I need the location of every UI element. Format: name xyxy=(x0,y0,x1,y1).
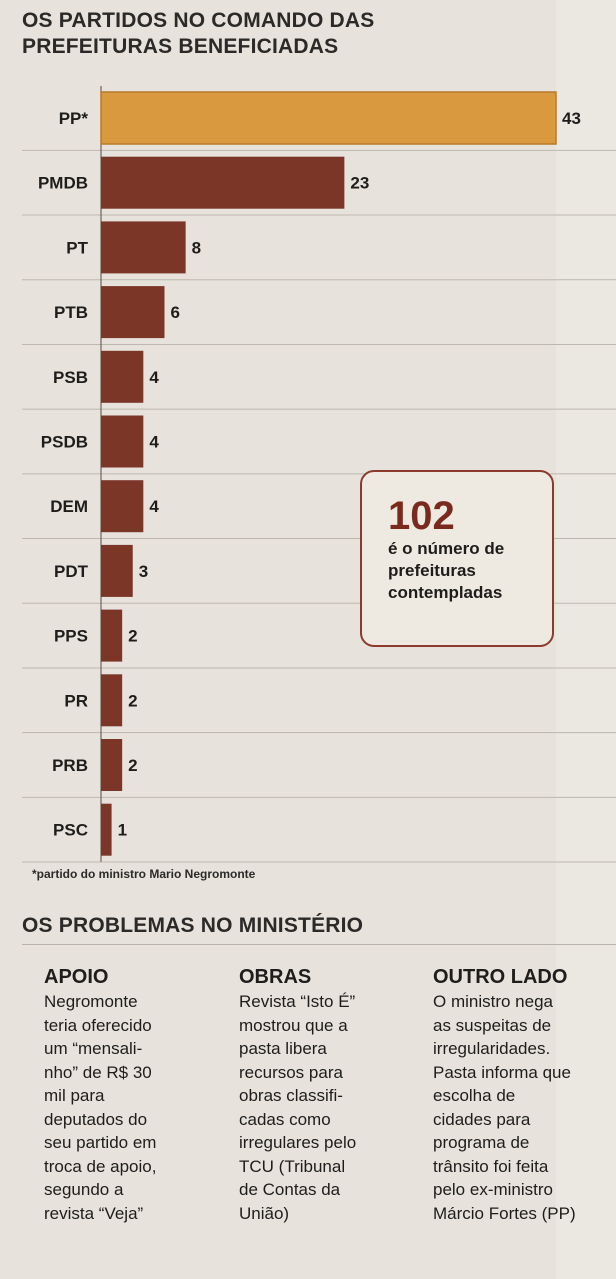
column-body: Revista “Isto É” mostrou que a pasta lib… xyxy=(239,990,419,1225)
callout-text: é o número de prefeituras contempladas xyxy=(388,539,505,602)
text-line: pasta libera xyxy=(239,1039,327,1058)
text-line: irregulares pelo xyxy=(239,1133,357,1152)
text-line: recursos para xyxy=(239,1062,343,1082)
column-outro-lado: OUTRO LADO O ministro nega as suspeitas … xyxy=(433,964,613,1225)
value-label: 2 xyxy=(128,627,137,646)
column-apoio: APOIO Negromonte teria oferecido um “men… xyxy=(44,964,224,1225)
callout-number: 102 xyxy=(388,494,455,538)
category-label: PR xyxy=(64,691,88,710)
text-line: um “mensali- xyxy=(44,1039,143,1058)
bar-prb xyxy=(101,739,123,791)
text-line: revista “Veja” xyxy=(44,1203,144,1223)
category-label: PDT xyxy=(54,562,89,581)
text-line: programa de xyxy=(433,1133,530,1152)
category-label: PRB xyxy=(52,756,88,775)
column-body: O ministro nega as suspeitas de irregula… xyxy=(433,990,613,1225)
value-label: 23 xyxy=(350,174,369,193)
value-label: 4 xyxy=(149,368,159,387)
bar-psdb xyxy=(101,415,144,468)
text-line: Revista “Isto É” xyxy=(239,992,356,1011)
text-line: Negromonte xyxy=(44,992,138,1011)
text-line: Márcio Fortes (PP) xyxy=(433,1203,576,1223)
bar-pp-highlight xyxy=(100,91,557,145)
bar-chart: PP* 43 PMDB 23 PT 8 PTB 6 PSB 4 PSDB 4 DEM 4 PDT 3 PPS 2 P… xyxy=(22,86,616,863)
text-line: deputados do xyxy=(44,1109,148,1129)
text-line: segundo a xyxy=(44,1180,124,1199)
newsprint-background xyxy=(556,0,616,1279)
bar-pr xyxy=(101,674,123,727)
bar-pdt xyxy=(101,544,133,597)
column-obras: OBRAS Revista “Isto É” mostrou que a pas… xyxy=(239,964,419,1225)
text-line: TCU (Tribunal xyxy=(239,1156,346,1176)
text-line: troca de apoio, xyxy=(44,1156,157,1176)
bar-pps xyxy=(101,609,123,662)
text-line: cadas como xyxy=(239,1109,331,1129)
value-label: 3 xyxy=(139,562,148,581)
category-label: PSC xyxy=(53,821,88,840)
category-label: PSDB xyxy=(41,433,88,452)
section-divider xyxy=(22,944,616,945)
column-heading: OBRAS xyxy=(239,966,312,988)
text-line: seu partido em xyxy=(44,1133,157,1152)
total-callout: 102 é o número de prefeituras contemplad… xyxy=(360,470,554,647)
text-line: pelo ex-ministro xyxy=(433,1180,553,1199)
text-line: Pasta informa que xyxy=(433,1062,571,1082)
text-line: escolha de xyxy=(433,1086,516,1105)
text-line: teria oferecido xyxy=(44,1015,152,1035)
bar-psb xyxy=(101,350,144,403)
value-label: 4 xyxy=(149,433,159,452)
chart-title: OS PARTIDOS NO COMANDO DAS PREFEITURAS B… xyxy=(22,9,375,58)
bar-ptb xyxy=(101,286,165,339)
text-line: União) xyxy=(239,1203,290,1223)
category-label: DEM xyxy=(50,497,88,516)
text-line: obras classifi- xyxy=(239,1086,343,1105)
value-label: 43 xyxy=(562,109,581,128)
value-label: 4 xyxy=(149,497,159,516)
value-label: 6 xyxy=(170,303,179,322)
category-label: PP* xyxy=(59,109,89,128)
text-line: nho” de R$ 30 xyxy=(44,1062,152,1082)
text-line: trânsito foi feita xyxy=(433,1156,549,1176)
text-line: O ministro nega xyxy=(433,992,553,1011)
column-heading: OUTRO LADO xyxy=(433,966,568,988)
text-line: de Contas da xyxy=(239,1180,341,1199)
section-title: OS PROBLEMAS NO MINISTÉRIO xyxy=(22,914,364,937)
column-heading: APOIO xyxy=(44,966,109,988)
value-label: 8 xyxy=(192,238,201,257)
text-line: mil para xyxy=(44,1086,105,1105)
bar-psc xyxy=(101,803,112,856)
text-line: mostrou que a xyxy=(239,1015,348,1035)
text-line: irregularidades. xyxy=(433,1039,551,1058)
text-line: cidades para xyxy=(433,1109,531,1129)
category-label: PSB xyxy=(53,368,88,387)
value-label: 1 xyxy=(118,821,127,840)
footnote: *partido do ministro Mario Negromonte xyxy=(32,867,256,881)
column-body: Negromonte teria oferecido um “mensali- … xyxy=(44,990,224,1225)
category-label: PT xyxy=(66,238,88,257)
value-label: 2 xyxy=(128,691,137,710)
text-line: as suspeitas de xyxy=(433,1015,552,1035)
bar-pmdb xyxy=(101,156,345,209)
category-label: PTB xyxy=(54,303,88,322)
category-label: PPS xyxy=(54,627,88,646)
category-label: PMDB xyxy=(38,174,88,193)
value-label: 2 xyxy=(128,756,137,775)
bar-pt xyxy=(101,221,186,274)
bar-dem xyxy=(101,480,144,533)
